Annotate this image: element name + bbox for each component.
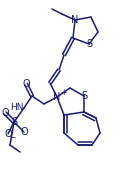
Text: S: S [86,39,92,49]
Text: N: N [71,15,79,25]
Text: O: O [4,129,12,139]
Text: N: N [53,92,61,102]
Text: O: O [22,79,30,89]
Text: S: S [81,91,87,101]
Text: O: O [20,127,28,137]
Text: S: S [11,117,17,127]
Text: HN: HN [10,104,24,112]
Text: −: − [9,133,15,142]
Text: O: O [1,108,9,118]
Text: +: + [60,88,66,96]
